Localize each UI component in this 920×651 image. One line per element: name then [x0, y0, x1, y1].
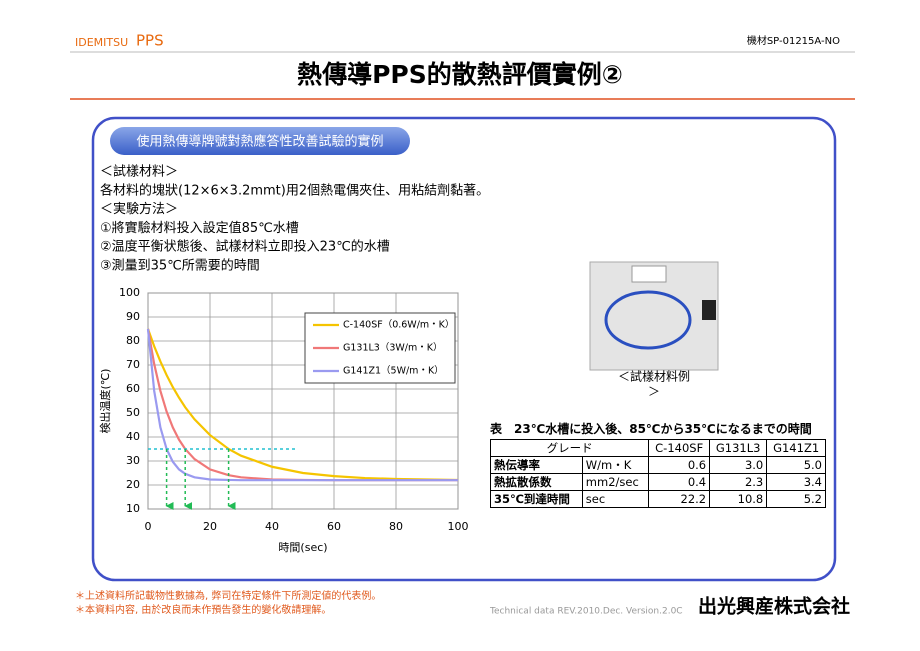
photo-connector [702, 300, 716, 320]
company: 出光興産株式会社 [698, 595, 850, 618]
doc-id: 機材SP-01215A-NO [747, 34, 840, 47]
y-tick-label: 80 [126, 334, 140, 347]
footer-note: ＊上述資料所記載物性數據為, 弊司在特定條件下所測定値的代表例。 [75, 589, 381, 602]
table-title: 表 23℃水槽に投入後、85℃から35℃になるまでの時間 [490, 422, 812, 436]
y-tick-label: 10 [126, 502, 140, 515]
series-line [146, 328, 458, 482]
table-cell: sec [581, 490, 650, 508]
brand: IDEMITSU [75, 36, 128, 49]
legend-label: C-140SF（0.6W/m・K） [343, 319, 454, 331]
header-cell: C-140SF [648, 439, 711, 457]
x-tick-label: 100 [448, 520, 469, 533]
method-line: 各材料的塊狀(12×6×3.2mmt)用2個熱電偶夾住、用粘結劑黏著。 [100, 182, 489, 198]
table-cell: 3.0 [709, 456, 768, 474]
method-line: ＜実験方法＞ [100, 201, 178, 217]
chart: 10 20 30 40 50 60 70 80 90 100 0 20 40 60 80 100 時間(sec)… [98, 286, 469, 554]
table-cell: 2.3 [709, 473, 768, 491]
table-cell: W/m・K [581, 456, 650, 474]
method-line: ③測量到35℃所需要的時間 [100, 258, 260, 274]
header-cell: グレード [489, 439, 650, 457]
product: PPS [136, 32, 164, 50]
legend-label: G131L3（3W/m・K） [343, 342, 442, 354]
table-cell: 10.8 [709, 490, 768, 508]
table-cell: 22.2 [648, 490, 711, 508]
table-row: 熱伝導率 W/m・K 0.6 3.0 5.0 [490, 456, 826, 474]
photo-caption: ＞ [648, 385, 660, 399]
table-cell: 熱伝導率 [490, 456, 583, 474]
series-line [146, 328, 459, 482]
panel-heading: 使用熱傳導牌號對熱應答性改善試驗的實例 [136, 134, 383, 150]
y-tick-label: 60 [126, 382, 140, 395]
header-cell: G131L3 [709, 439, 768, 457]
x-tick-label: 0 [145, 520, 152, 533]
method-line: ①將實驗材料投入設定值85℃水槽 [100, 220, 299, 236]
version: Technical data REV.2010.Dec. Version.2.0… [489, 607, 683, 617]
table-row: 熱拡散係数 mm2/sec 0.4 2.3 3.4 [490, 473, 826, 491]
table-cell: mm2/sec [581, 473, 650, 491]
table-cell: 3.4 [766, 473, 826, 491]
table-cell: 5.2 [766, 490, 826, 508]
photo-sample [631, 265, 667, 283]
y-tick-label: 40 [126, 430, 140, 443]
x-tick-label: 20 [203, 520, 217, 533]
table-block: 表 23℃水槽に投入後、85℃から35℃になるまでの時間 グレード C-140S… [489, 420, 826, 508]
y-axis-label: 検出温度(℃) [98, 369, 112, 434]
table-cell: 35℃到達時間 [490, 490, 583, 508]
method-text: ＜試樣材料＞ 各材料的塊狀(12×6×3.2mmt)用2個熱電偶夾住、用粘結劑黏著… [100, 164, 489, 274]
table-body: 熱伝導率 W/m・K 0.6 3.0 5.0 熱拡散係数 mm2/sec 0.4 2.3 3.4 3… [490, 456, 826, 508]
y-tick-label: 70 [126, 358, 140, 371]
x-tick-label: 40 [265, 520, 279, 533]
heading-pill [110, 127, 410, 155]
y-tick-label: 90 [126, 310, 140, 323]
slide-title: 熱傳導PPS的散熱評價實例② [297, 60, 623, 89]
x-tick-label: 80 [389, 520, 403, 533]
legend-label: G141Z1（5W/m・K） [343, 365, 444, 377]
table-header: グレード C-140SF G131L3 G141Z1 [489, 439, 826, 457]
method-line: ②温度平衡状態後、試樣材料立即投入23℃的水槽 [100, 239, 390, 255]
header-cell: G141Z1 [766, 439, 826, 457]
y-tick-label: 100 [119, 286, 140, 299]
y-tick-label: 30 [126, 454, 140, 467]
table-cell: 0.6 [648, 456, 711, 474]
x-tick-label: 60 [327, 520, 341, 533]
table-row: 35℃到達時間 sec 22.2 10.8 5.2 [490, 490, 826, 508]
table-cell: 熱拡散係数 [490, 473, 583, 491]
table-cell: 0.4 [648, 473, 711, 491]
y-tick-label: 50 [126, 406, 140, 419]
footer-note: ＊本資料内容, 由於改良而未作預告發生的變化敬請理解。 [75, 603, 331, 616]
table-cell: 5.0 [766, 456, 826, 474]
photo-caption: ＜試樣材料例 [618, 369, 690, 384]
x-axis-label: 時間(sec) [278, 541, 327, 554]
y-tick-label: 20 [126, 478, 140, 491]
photo-cable [604, 290, 692, 350]
method-line: ＜試樣材料＞ [100, 164, 178, 180]
table: グレード C-140SF G131L3 G141Z1 熱伝導率 W/m・K 0.6 3… [489, 439, 826, 508]
